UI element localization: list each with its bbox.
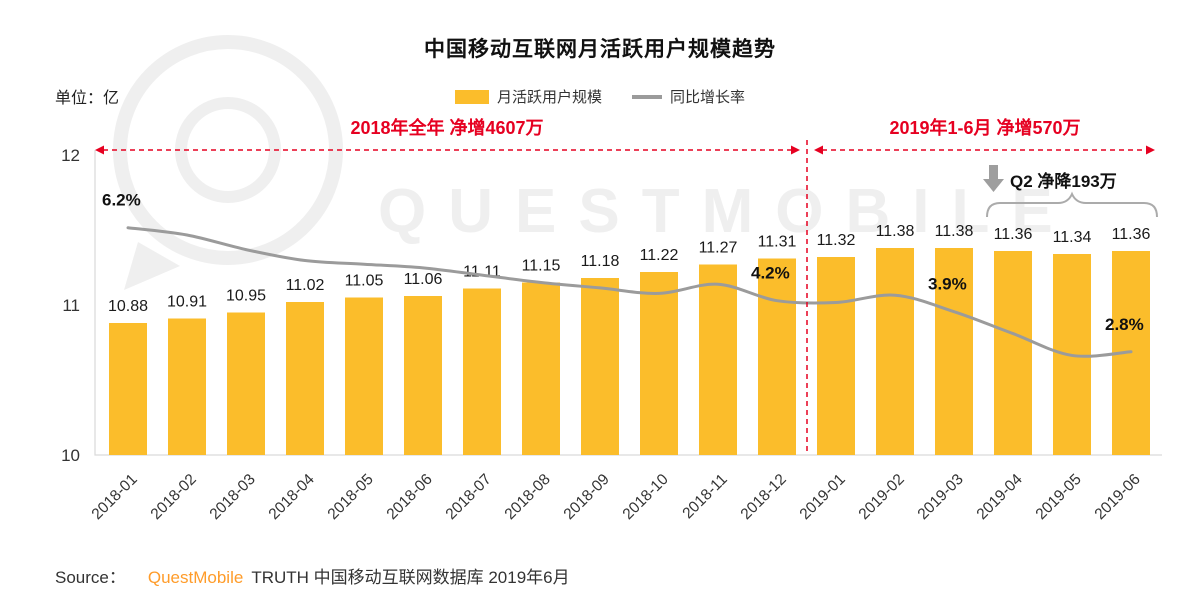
bar-value-label: 11.27 [699, 240, 738, 257]
span-arrow-2018 [95, 145, 800, 155]
arrowhead-left [814, 145, 823, 155]
source-line: Source： QuestMobile TRUTH 中国移动互联网数据库 201… [55, 563, 570, 588]
bar-value-label: 11.06 [404, 271, 443, 288]
x-tick-label: 2018-12 [738, 471, 790, 523]
y-tick-label: 12 [61, 146, 80, 165]
x-tick-label: 2019-06 [1092, 471, 1144, 523]
yoy-growth-line [126, 226, 1133, 358]
bar-value-label: 10.91 [167, 294, 207, 311]
yoy-growth-label: 6.2% [102, 191, 141, 210]
x-tick-label: 2018-06 [384, 471, 436, 523]
y-tick-label: 10 [61, 446, 80, 465]
bar-2018-11 [699, 264, 737, 455]
axes: 12 11 10 [61, 146, 1162, 465]
x-tick-label: 2018-11 [679, 471, 730, 522]
bar-value-label: 11.18 [581, 253, 620, 270]
period-2019-label: 2019年1-6月 净增570万 [889, 117, 1080, 138]
x-tick-label: 2018-09 [561, 471, 613, 523]
arrowhead-right [1146, 145, 1155, 155]
watermark-logo-tail [124, 242, 180, 290]
bar-2018-05 [345, 297, 383, 455]
y-axis-unit-label: 单位：亿 [55, 90, 120, 107]
bar-2019-03 [935, 248, 973, 455]
line-legend-swatch [632, 94, 662, 99]
yoy-growth-label: 3.9% [928, 275, 967, 294]
bar-value-label: 11.02 [286, 277, 325, 294]
span-arrow-2019 [814, 145, 1155, 155]
bar-value-label: 11.36 [1112, 226, 1151, 243]
x-tick-label: 2019-05 [1033, 471, 1085, 523]
axis-lines [94, 150, 1162, 456]
x-tick-label: 2018-07 [443, 471, 495, 523]
bar-value-label: 10.88 [108, 298, 148, 315]
source-brand: QuestMobile [147, 568, 244, 587]
bar-2018-12 [758, 258, 796, 455]
x-tick-label: 2019-03 [915, 471, 967, 523]
legend-item-bar: 月活跃用户规模 [454, 86, 602, 107]
x-tick-label: 2019-02 [856, 471, 908, 523]
legend: 月活跃用户规模 同比增长率 [0, 86, 1200, 107]
bar-value-label: 11.15 [522, 258, 561, 275]
bar-value-label: 11.38 [935, 223, 974, 240]
bar-2018-06 [404, 296, 442, 455]
chart-title: 中国移动互联网月活跃用户规模趋势 [424, 38, 776, 61]
bar-value-label: 11.05 [345, 273, 384, 290]
q2-annotation: Q2 净降193万 [983, 165, 1158, 218]
questmobile-watermark: QUESTMOBILE [113, 35, 1075, 290]
bar-value-label: 11.22 [640, 247, 679, 264]
bar-2018-07 [463, 288, 501, 455]
y-tick-label: 11 [62, 296, 80, 315]
x-tick-label: 2018-04 [266, 471, 319, 524]
legend-item-line: 同比增长率 [632, 86, 745, 107]
down-arrow-icon [989, 165, 998, 179]
yoy-growth-label: 4.2% [751, 264, 790, 283]
x-tick-label: 2018-01 [89, 471, 141, 523]
bar-2018-10 [640, 272, 678, 455]
bar-legend-label: 月活跃用户规模 [496, 89, 602, 106]
bars: 10.88 2018-01 10.91 2018-02 10.95 2018-03 11.0… [89, 223, 1151, 523]
bar-2018-08 [522, 282, 560, 455]
x-tick-label: 2018-03 [207, 471, 259, 523]
x-tick-label: 2018-08 [502, 471, 554, 523]
q2-label: Q2 净降193万 [1010, 171, 1117, 191]
yoy-growth-label: 2.8% [1105, 315, 1144, 334]
bar-2018-02 [168, 318, 206, 455]
bar-legend-swatch [454, 89, 489, 104]
x-tick-label: 2018-10 [620, 471, 673, 524]
watermark-text: QUESTMOBILE [378, 177, 1075, 246]
bar-2018-01 [109, 323, 147, 455]
bar-2019-04 [994, 251, 1032, 455]
line-legend-label: 同比增长率 [670, 89, 746, 106]
watermark-logo-outer-ring [113, 35, 343, 265]
bar-value-label: 11.32 [817, 232, 856, 249]
bar-value-label: 10.95 [226, 288, 266, 305]
bar-value-label: 11.31 [758, 234, 797, 251]
bar-2019-01 [817, 257, 855, 455]
bar-value-label: 11.38 [876, 223, 915, 240]
source-label: Source： [55, 568, 126, 587]
source-description: TRUTH 中国移动互联网数据库 2019年6月 [251, 568, 570, 587]
period-2018-label: 2018年全年 净增4607万 [350, 117, 543, 138]
x-tick-label: 2018-02 [148, 471, 200, 523]
bar-value-label: 11.34 [1053, 229, 1092, 246]
bar-value-label: 11.36 [994, 226, 1033, 243]
x-tick-label: 2018-05 [325, 471, 377, 523]
bar-2019-02 [876, 248, 914, 455]
arrowhead-right [791, 145, 800, 155]
bar-2018-03 [227, 312, 265, 455]
bar-2018-09 [581, 278, 619, 455]
bar-2018-04 [286, 302, 324, 455]
period-annotations: 2018年全年 净增4607万 2019年1-6月 净增570万 [95, 117, 1155, 455]
x-tick-label: 2019-04 [974, 471, 1027, 524]
q2-brace [986, 191, 1158, 218]
arrowhead-left [95, 145, 104, 155]
down-arrow-icon-head [983, 179, 1004, 192]
x-tick-label: 2019-01 [797, 471, 849, 523]
